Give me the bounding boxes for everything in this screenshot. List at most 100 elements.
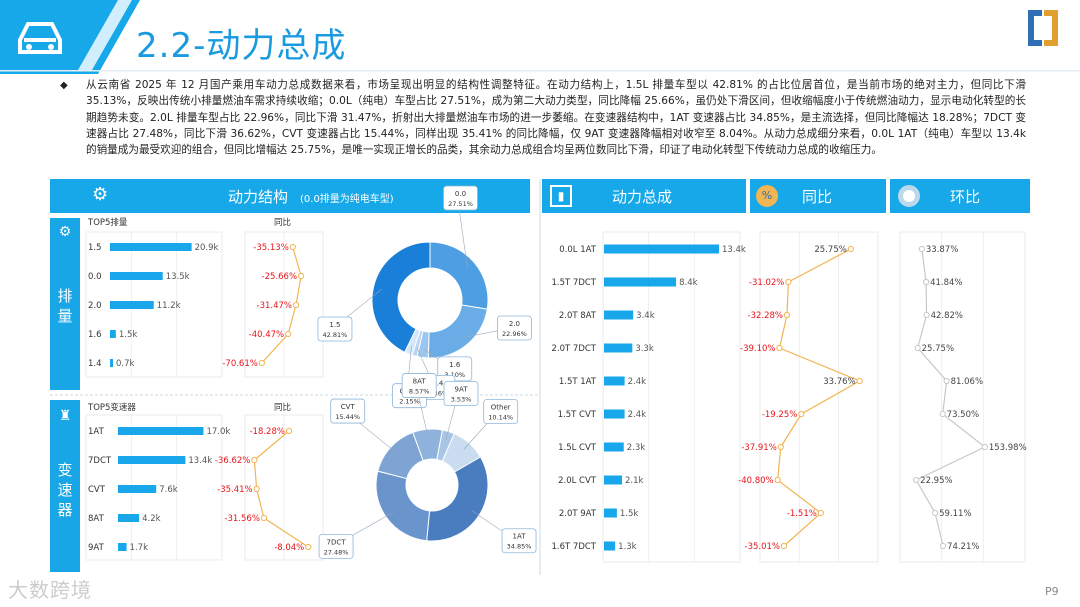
powertrain-yoy-point bbox=[777, 443, 784, 451]
displacement-bars-category-label: 2.0 bbox=[88, 301, 102, 311]
powertrain-mom-grid-frame bbox=[899, 231, 1026, 563]
transmission-donut-label-box bbox=[501, 528, 537, 554]
header-yoy-label: 同比 bbox=[802, 188, 833, 206]
powertrain-yoy-grid-frame bbox=[759, 231, 879, 563]
powertrain-yoy-point bbox=[774, 476, 781, 484]
watermark-text: 大数跨境 bbox=[8, 578, 92, 602]
transmission-donut-label-box bbox=[443, 381, 479, 406]
page-title: 2.2-动力总成 bbox=[136, 26, 347, 66]
gear-icon: ⚙ bbox=[92, 184, 109, 205]
powertrain-mom-point bbox=[981, 443, 988, 451]
transmission-bars-bar bbox=[118, 427, 204, 435]
powertrain-bars-value-label: 1.5k bbox=[620, 509, 639, 519]
transmission-bars-value-label: 4.2k bbox=[142, 514, 161, 524]
powertrain-bars-bar bbox=[604, 475, 623, 485]
displacement-yoy-value-label: -31.47% bbox=[257, 301, 292, 311]
displacement-yoy-point bbox=[297, 272, 305, 280]
transmission-bars-bar bbox=[118, 485, 157, 493]
powertrain-yoy-value-label: -37.91% bbox=[741, 443, 776, 453]
transmission-bars-grid-frame bbox=[85, 414, 223, 561]
displacement-bars-value-label: 13.5k bbox=[166, 272, 190, 282]
gear-shift-icon: ♜ bbox=[58, 408, 72, 424]
transmission-bars-category-label: 1AT bbox=[88, 427, 105, 437]
powertrain-bars-category-label: 1.6T 7DCT bbox=[552, 542, 597, 552]
side-label-displacement: 排量 bbox=[57, 287, 73, 325]
side-label-transmission: 变速器 bbox=[57, 461, 73, 519]
powertrain-bars-bar bbox=[604, 541, 616, 551]
transmission-bars-value-label: 13.4k bbox=[188, 456, 212, 466]
powertrain-bars-value-label: 2.1k bbox=[625, 476, 644, 486]
powertrain-bars-value-label: 2.4k bbox=[628, 377, 647, 387]
transmission-yoy-point bbox=[305, 543, 312, 551]
powertrain-yoy-point bbox=[785, 278, 792, 286]
displacement-donut-slice-value: 27.51% bbox=[448, 200, 473, 208]
powertrain-yoy-point bbox=[780, 542, 788, 550]
header-powertrain-label: 动力总成 bbox=[612, 188, 673, 206]
side-label-displacement-box: ⚙ 排量 bbox=[50, 218, 80, 390]
powertrain-yoy-value-label: -35.01% bbox=[745, 542, 780, 552]
displacement-yoy-point bbox=[292, 301, 300, 309]
powertrain-yoy-point bbox=[798, 410, 805, 418]
powertrain-mom-line bbox=[915, 248, 986, 547]
displacement-bars-value-label: 11.2k bbox=[157, 301, 181, 311]
powertrain-bars-category-label: 1.5T 1AT bbox=[559, 377, 597, 387]
powertrain-bars-bar bbox=[604, 376, 625, 386]
transmission-bars-bar bbox=[118, 514, 140, 522]
powertrain-bars-value-label: 13.4k bbox=[722, 245, 746, 255]
percent-icon: % bbox=[756, 185, 778, 207]
displacement-donut-slice bbox=[371, 241, 431, 353]
displacement-donut-slice-value: 2.15% bbox=[399, 398, 420, 406]
displacement-bars-category-label: 1.4 bbox=[88, 359, 102, 369]
transmission-bars-value-label: 7.6k bbox=[159, 485, 178, 495]
transmission-donut-slice-value: 8.57% bbox=[409, 388, 430, 396]
transmission-donut-slice bbox=[377, 431, 424, 480]
header-mom-label: 环比 bbox=[950, 188, 981, 206]
displacement-bars-category-label: 1.5 bbox=[88, 243, 102, 253]
displacement-bars-bar bbox=[110, 359, 113, 367]
powertrain-yoy-value-label: -1.51% bbox=[787, 509, 817, 519]
displacement-donut-slice-value: 22.96% bbox=[502, 330, 527, 338]
powertrain-mom-value-label: 41.84% bbox=[930, 278, 962, 288]
transmission-donut-slice-value: 10.14% bbox=[488, 413, 513, 421]
powertrain-bars-bar bbox=[604, 508, 617, 518]
transmission-yoy-value-label: -18.28% bbox=[249, 427, 284, 437]
displacement-donut-label-box bbox=[497, 315, 532, 341]
transmission-donut-label-box bbox=[330, 398, 366, 424]
powertrain-yoy-value-label: 33.76% bbox=[823, 377, 855, 387]
header-powertrain: ▮ 动力总成 bbox=[542, 179, 746, 213]
displacement-donut-slice-label: 1.5 bbox=[329, 321, 340, 329]
displacement-donut-slice-label: 0.0 bbox=[455, 190, 466, 198]
powertrain-bars-bar bbox=[604, 343, 633, 353]
transmission-yoy-value-label: -36.62% bbox=[215, 456, 250, 466]
powertrain-mom-point bbox=[914, 344, 921, 352]
displacement-donut-label-box bbox=[443, 185, 478, 211]
displacement-yoy-point bbox=[258, 359, 265, 367]
transmission-bars-bar bbox=[118, 543, 127, 551]
powertrain-bars-bar bbox=[604, 277, 677, 287]
displacement-bars-bar bbox=[110, 301, 154, 309]
displacement-yoy-value-label: -70.61% bbox=[222, 359, 257, 369]
transmission-bars-category-label: CVT bbox=[88, 485, 106, 495]
chart-icon: ▮ bbox=[550, 185, 572, 207]
powertrain-mom-point bbox=[923, 311, 930, 319]
powertrain-mom-point bbox=[922, 278, 930, 286]
car-icon bbox=[18, 22, 62, 54]
transmission-donut-slice-label: CVT bbox=[341, 403, 356, 411]
powertrain-bars-bar bbox=[604, 310, 634, 320]
displacement-yoy-title: 同比 bbox=[274, 217, 291, 228]
transmission-donut-slice-value: 27.48% bbox=[324, 548, 349, 556]
powertrain-bars-value-label: 2.3k bbox=[627, 443, 646, 453]
displacement-donut-slice bbox=[427, 304, 488, 359]
powertrain-bars-bar bbox=[604, 409, 625, 419]
side-label-transmission-box: ♜ 变速器 bbox=[50, 400, 80, 572]
powertrain-bars-category-label: 2.0T 8AT bbox=[559, 311, 597, 321]
powertrain-bars-value-label: 3.3k bbox=[635, 344, 654, 354]
powertrain-bars-category-label: 2.0T 9AT bbox=[559, 509, 597, 519]
transmission-donut-label-box bbox=[318, 533, 354, 559]
powertrain-bars-value-label: 3.4k bbox=[636, 311, 655, 321]
displacement-donut-slice-value: 42.81% bbox=[323, 331, 348, 339]
powertrain-mom-point bbox=[932, 509, 939, 517]
transmission-bars-category-label: 9AT bbox=[88, 543, 105, 553]
powertrain-mom-point bbox=[913, 476, 920, 484]
transmission-donut-slice-label: 1AT bbox=[513, 533, 527, 541]
